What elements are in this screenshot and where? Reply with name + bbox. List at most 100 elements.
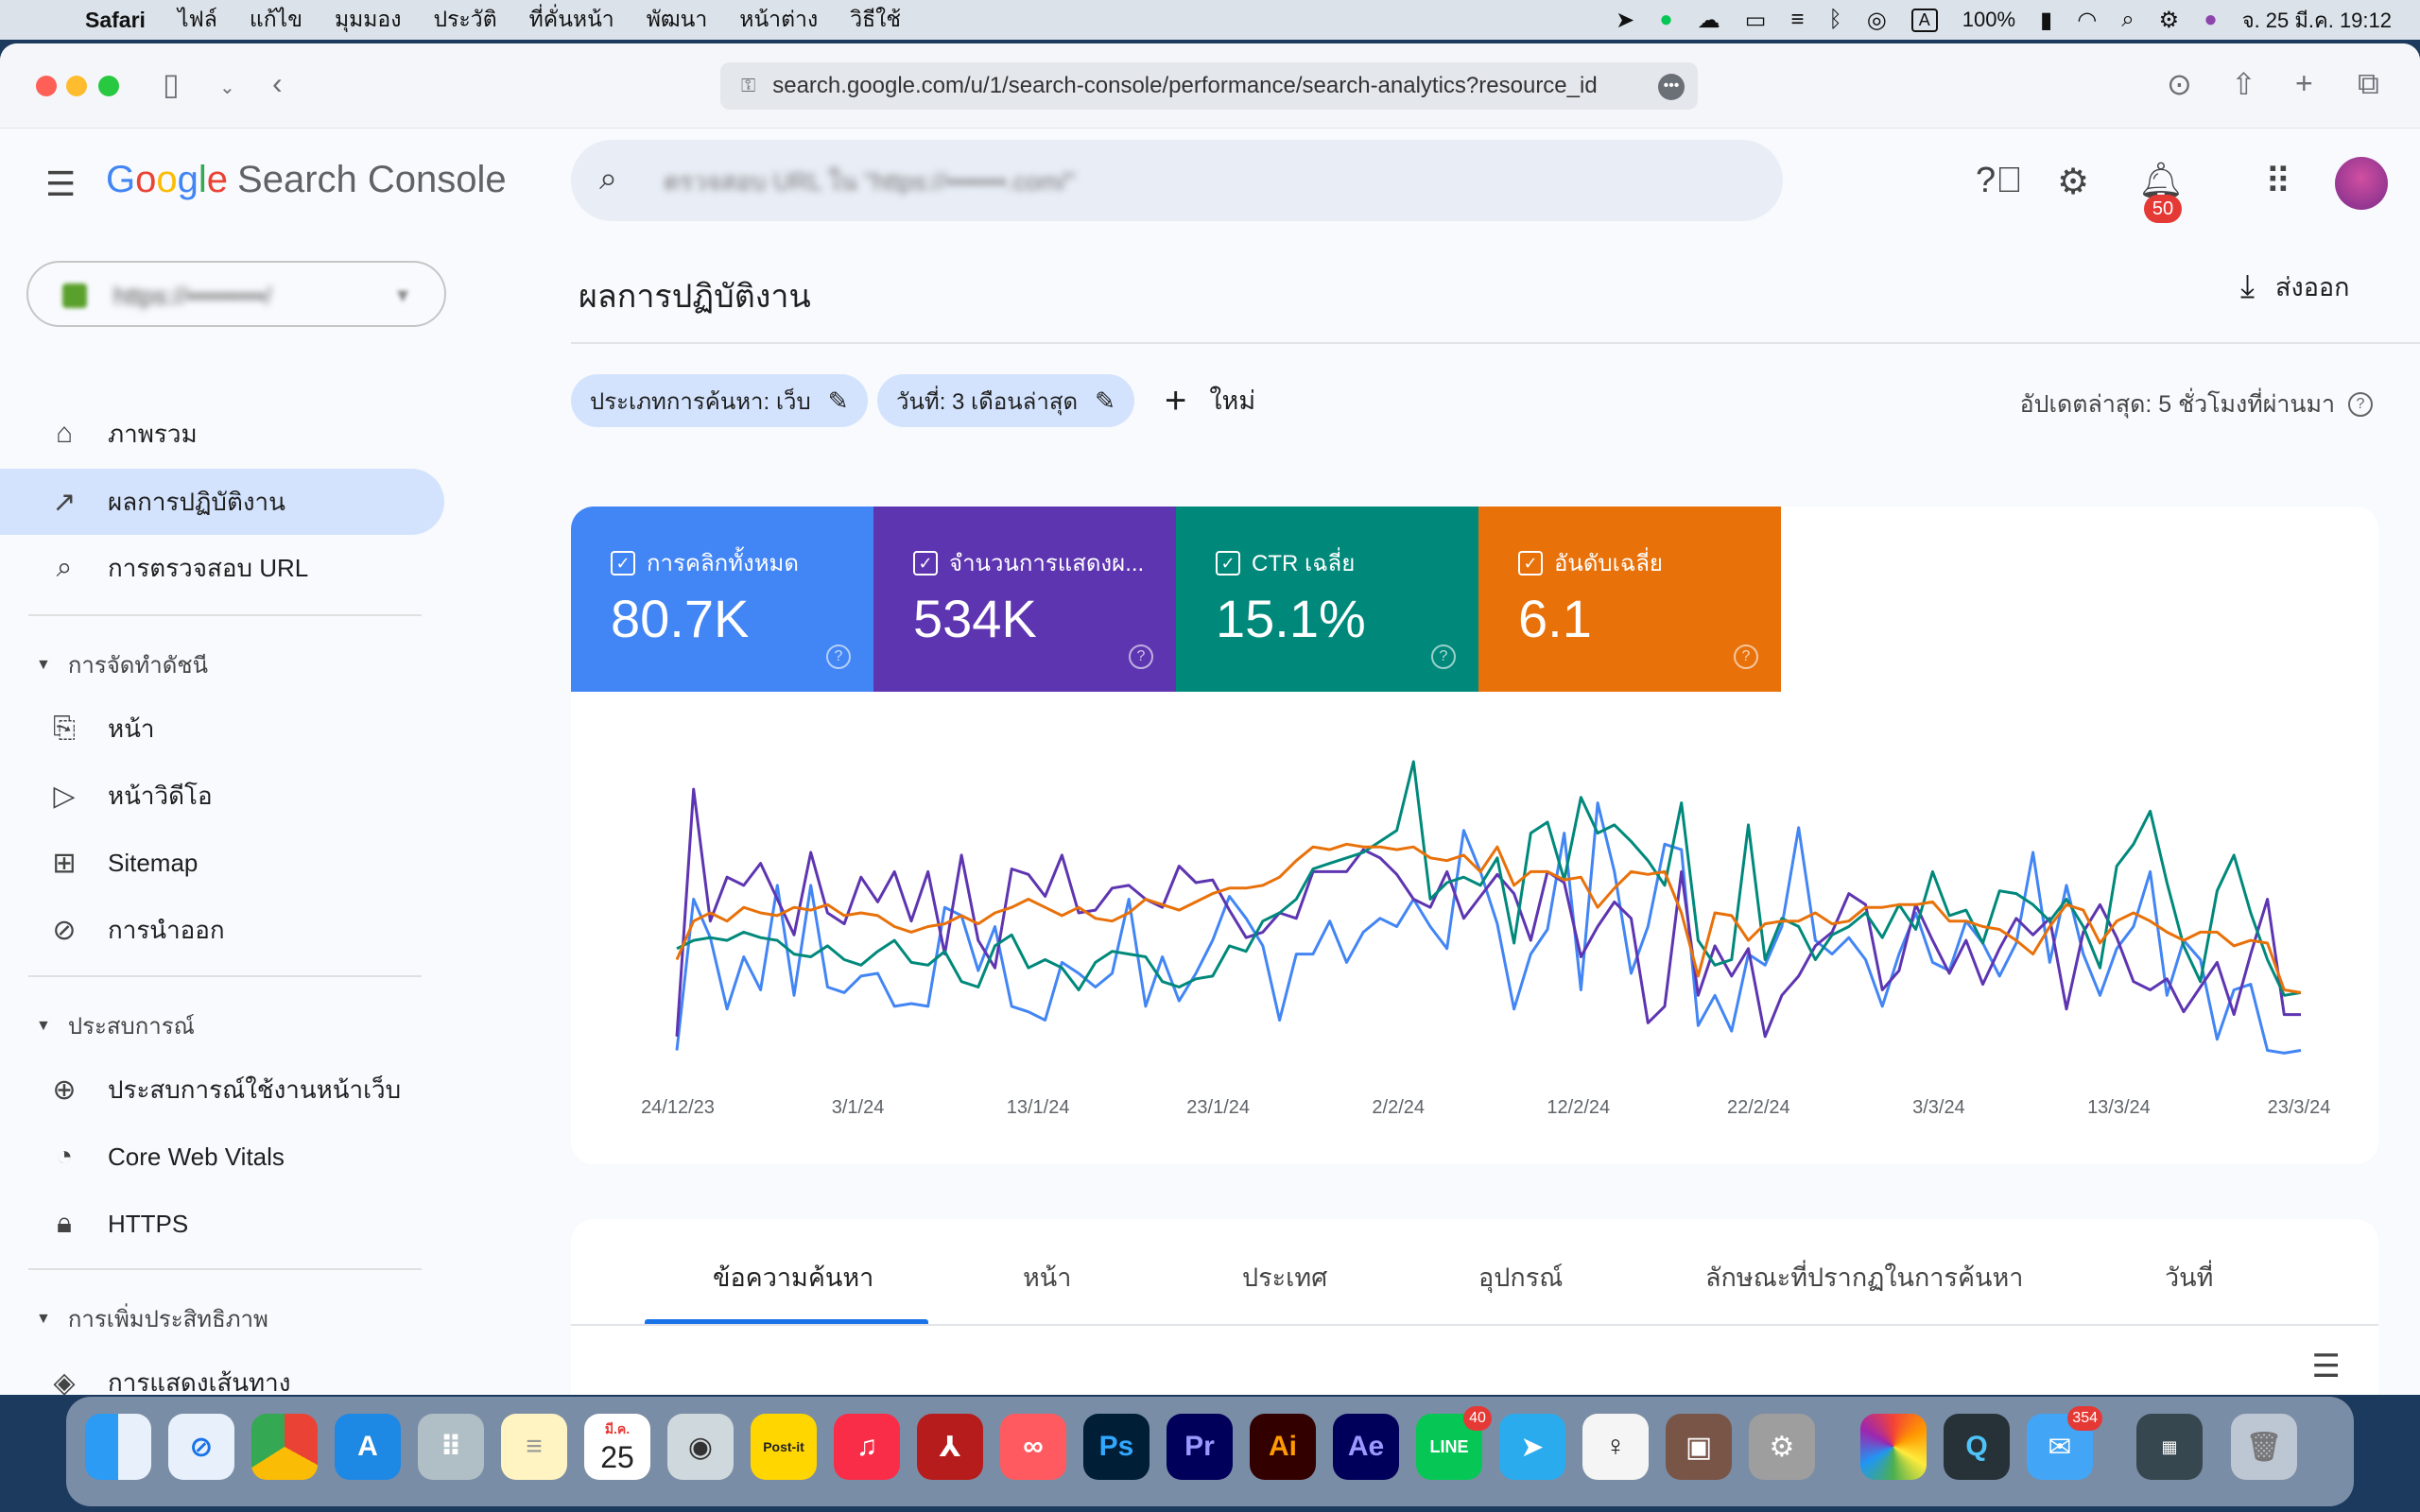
sidebar-toggle-icon[interactable]: ▯ [163,67,180,101]
photos-icon[interactable] [1860,1414,1927,1480]
address-text[interactable]: search.google.com/u/1/search-console/per… [772,73,1598,98]
help-circle-icon[interactable]: ? [1431,644,1456,669]
manage-users-icon[interactable]: ⚙ [2057,163,2090,202]
filter-chip-search-type[interactable]: ประเภทการค้นหา: เว็บ ✎ [571,374,868,427]
menu-window[interactable]: หน้าต่าง [739,7,819,31]
siri-icon[interactable]: ● [2204,7,2218,32]
finder-icon[interactable] [85,1414,151,1480]
menu-app-name[interactable]: Safari [85,7,146,32]
quicktime-icon[interactable]: Q [1944,1414,2010,1480]
menu-file[interactable]: ไฟล์ [177,7,217,31]
sidebar-item-page-experience[interactable]: ⊕ ประสบการณ์ใช้งานหน้าเว็บ [0,1057,444,1123]
performance-line-chart[interactable]: 24/12/23 3/1/24 13/1/24 23/1/24 2/2/24 12/2/2… [571,507,2378,1164]
share-icon[interactable]: ⇧ [2231,67,2256,101]
safari-icon[interactable]: ⊘ [168,1414,234,1480]
telegram-icon[interactable]: ➤ [1499,1414,1565,1480]
bluetooth-icon[interactable]: ᛒ [1828,7,1842,32]
recent-app-icon[interactable]: ▦ [2136,1414,2203,1480]
premiere-icon[interactable]: Pr [1167,1414,1233,1480]
tab-devices[interactable]: อุปกรณ์ [1478,1263,1564,1292]
dictation-icon[interactable]: ♀ [1582,1414,1649,1480]
menu-extra-icon[interactable]: ≡ [1790,7,1805,32]
minimize-window-button[interactable] [66,76,87,96]
screenshot-icon[interactable]: ◉ [667,1414,734,1480]
menu-develop[interactable]: พัฒนา [646,7,708,31]
music-icon[interactable]: ♫ [834,1414,900,1480]
checkbox-checked-icon[interactable]: ✓ [1216,550,1240,576]
illustrator-icon[interactable]: Ai [1250,1414,1316,1480]
input-source-icon[interactable]: A [1910,8,1938,32]
photoshop-icon[interactable]: Ps [1083,1414,1150,1480]
sidebar-item-sitemaps[interactable]: ⊞ Sitemap [0,830,444,896]
sidebar-item-core-web-vitals[interactable]: ◔ Core Web Vitals [0,1124,444,1190]
control-center-icon[interactable]: ⚙ [2158,7,2180,33]
url-inspection-search[interactable]: ⌕ [571,140,1783,221]
section-enhancements-toggle[interactable]: ▼ การเพิ่มประสิทธิภาพ [36,1300,268,1337]
help-icon[interactable]: ?⃝ [1976,161,2023,200]
wd-drive-icon[interactable]: ▭ [1744,7,1767,33]
sidebar-item-breadcrumbs[interactable]: ◈ การแสดงเส้นทาง [0,1349,444,1396]
location-icon[interactable]: ➤ [1616,7,1635,33]
tab-pages[interactable]: หน้า [1023,1263,1072,1292]
main-menu-icon[interactable]: ☰ [45,164,77,203]
help-circle-icon[interactable]: ? [1129,644,1153,669]
checkbox-checked-icon[interactable]: ✓ [1518,550,1543,576]
menu-bookmarks[interactable]: ที่คั่นหน้า [528,7,614,31]
zoom-window-button[interactable] [98,76,119,96]
tab-search-appearance[interactable]: ลักษณะที่ปรากฏในการค้นหา [1705,1263,2024,1292]
site-settings-icon[interactable]: ⚿ [741,75,756,96]
filter-chip-date[interactable]: วันที่: 3 เดือนล่าสุด ✎ [877,374,1134,427]
sidebar-item-performance[interactable]: ↗ ผลการปฏิบัติงาน [0,469,444,535]
sidebar-item-video-pages[interactable]: ▷ หน้าวิดีโอ [0,763,444,829]
menubar-clock[interactable]: จ. 25 มี.ค. 19:12 [2241,8,2392,32]
system-settings-icon[interactable]: ⚙ [1749,1414,1815,1480]
page-menu-icon[interactable]: ••• [1658,74,1685,100]
menu-help[interactable]: วิธีใช้ [850,7,901,31]
battery-icon[interactable]: ▮ [2040,7,2053,33]
tab-overview-icon[interactable]: ⧉ [2358,66,2379,100]
filter-rows-icon[interactable]: ☰ [2311,1349,2341,1384]
address-bar[interactable]: ⚿ search.google.com/u/1/search-console/p… [720,62,1698,110]
apps-grid-icon[interactable]: ⠿ [2265,163,2291,202]
property-selector[interactable]: https://•••••••••/ ▾ [26,261,446,327]
trash-icon[interactable]: 🗑︎ [2231,1414,2297,1480]
sidebar-item-pages[interactable]: ⎘ หน้า [0,696,444,762]
acrobat-icon[interactable]: ⅄ [917,1414,983,1480]
app-store-icon[interactable]: A [335,1414,401,1480]
after-effects-icon[interactable]: Ae [1333,1414,1399,1480]
url-inspection-input[interactable] [664,163,1703,200]
tab-dates[interactable]: วันที่ [2165,1263,2214,1292]
help-circle-icon[interactable]: ? [2348,392,2373,417]
calendar-icon[interactable]: มี.ค. 25 [584,1414,650,1480]
notes-icon[interactable]: ≡ [501,1414,567,1480]
cloud-icon[interactable]: ☁ [1697,7,1720,33]
new-tab-icon[interactable]: + [2295,66,2313,100]
menu-edit[interactable]: แก้ไข [249,7,302,31]
menu-view[interactable]: มุมมอง [334,7,402,31]
export-button[interactable]: ⤓ ส่งออก [2240,266,2349,307]
metric-card-position[interactable]: ✓ อันดับเฉลี่ย 6.1 ? [1478,507,1781,692]
account-avatar[interactable] [2335,157,2388,210]
creative-cloud-icon[interactable]: ∞ [1000,1414,1066,1480]
menu-history[interactable]: ประวัติ [433,7,497,31]
new-filter-button[interactable]: + ใหม่ [1165,380,1255,421]
checkbox-checked-icon[interactable]: ✓ [611,550,635,576]
tab-queries[interactable]: ข้อความค้นหา [713,1263,874,1292]
metric-card-ctr[interactable]: ✓ CTR เฉลี่ย 15.1% ? [1176,507,1478,692]
line-status-icon[interactable]: ● [1659,7,1673,32]
section-indexing-toggle[interactable]: ▼ การจัดทำดัชนี [36,646,208,683]
checkbox-checked-icon[interactable]: ✓ [913,550,938,576]
line-app-icon[interactable]: LINE 40 [1416,1406,1492,1480]
back-icon[interactable]: ‹ [272,66,283,100]
airdrop-icon[interactable]: ◎ [1866,7,1887,33]
help-circle-icon[interactable]: ? [1734,644,1758,669]
spotlight-icon[interactable]: ⌕ [2121,7,2135,32]
tab-group-chevron-icon[interactable]: ⌄ [219,77,235,98]
sidebar-item-overview[interactable]: ⌂ ภาพรวม [0,401,444,467]
post-it-icon[interactable]: Post-it [751,1414,817,1480]
launchpad-icon[interactable]: ⠿ [418,1414,484,1480]
chrome-icon[interactable] [251,1414,318,1480]
photo-booth-icon[interactable]: ▣ [1666,1414,1732,1480]
close-window-button[interactable] [36,76,57,96]
mail-icon[interactable]: ✉ 354 [2027,1406,2102,1480]
